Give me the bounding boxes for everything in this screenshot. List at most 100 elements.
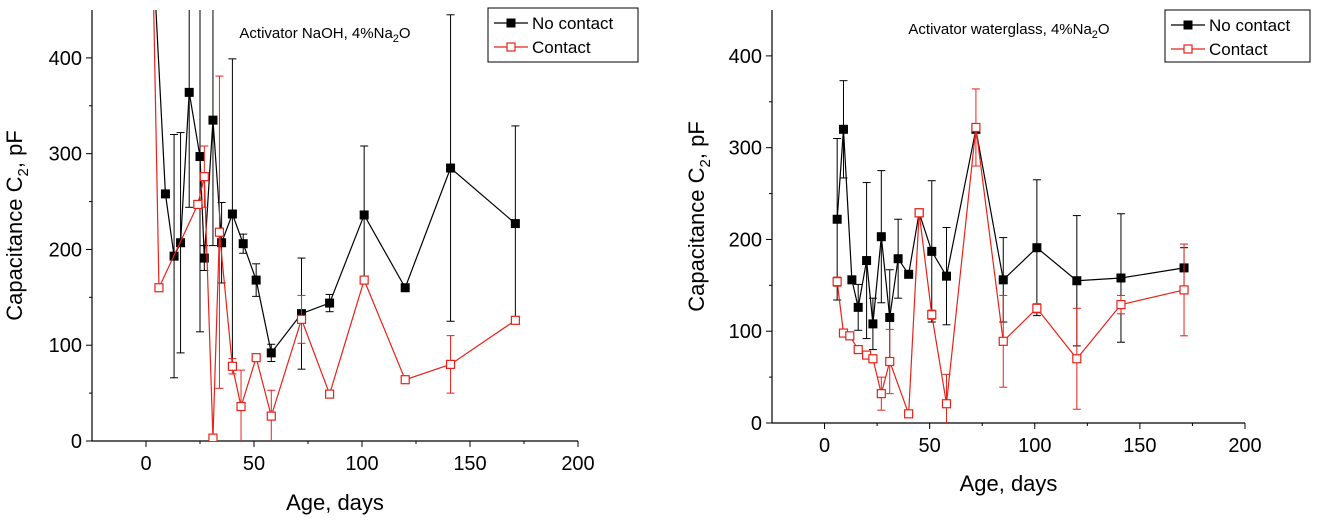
data-point [998, 275, 1008, 285]
data-point [876, 232, 886, 242]
chart-title-prefix: Activator waterglass, 4%Na [908, 21, 1092, 38]
y-tick-label: 400 [49, 48, 82, 70]
data-point [251, 275, 261, 285]
data-point [832, 277, 842, 287]
data-point [193, 199, 203, 210]
data-point [296, 314, 307, 324]
data-point [893, 254, 903, 264]
data-point [359, 210, 369, 220]
data-point [862, 256, 872, 266]
data-point [1032, 243, 1042, 253]
chart-title: Activator waterglass, 4%Na2O [908, 21, 1109, 41]
data-point [845, 331, 855, 341]
x-tick-label: 200 [1228, 435, 1261, 457]
data-point [868, 354, 878, 364]
data-point [927, 310, 937, 320]
plot-area [832, 80, 1189, 423]
data-point [885, 312, 895, 322]
series-contact [153, 10, 520, 441]
data-point [914, 208, 924, 218]
data-point [904, 269, 914, 279]
legend-marker [1183, 44, 1193, 54]
legend-marker [506, 18, 516, 28]
x-tick-label: 150 [1123, 435, 1156, 457]
x-tick-label: 50 [243, 453, 265, 475]
data-point [885, 356, 895, 367]
x-tick-label: 0 [819, 435, 830, 457]
data-point [154, 283, 164, 293]
data-point [927, 246, 937, 256]
legend-label: Contact [1209, 40, 1268, 59]
data-point [971, 122, 981, 133]
chart-title: Activator NaOH, 4%Na2O [239, 25, 410, 45]
legend-marker [1183, 20, 1193, 30]
data-point [199, 172, 209, 182]
data-point [251, 353, 261, 363]
data-point [195, 152, 205, 162]
chart-title-sub: 2 [393, 33, 399, 45]
data-point [998, 336, 1008, 346]
data-point [208, 433, 218, 441]
data-point [941, 399, 952, 409]
data-point [266, 411, 276, 421]
x-tick-label: 50 [919, 435, 941, 457]
legend: No contact Contact [1164, 9, 1311, 63]
data-point [208, 115, 218, 125]
series-no-contact [832, 80, 1189, 366]
plot-area [153, 10, 520, 441]
x-tick-label: 200 [561, 453, 594, 475]
y-tick-label: 400 [729, 46, 762, 68]
y-tick-label: 0 [751, 413, 762, 435]
x-tick-label: 100 [1018, 435, 1051, 457]
data-point [227, 361, 237, 371]
data-point [199, 253, 209, 263]
chart-title-suffix: O [1098, 21, 1110, 38]
data-point [1072, 276, 1082, 286]
legend-label: Contact [532, 38, 591, 57]
chart-title-prefix: Activator NaOH, 4%Na [239, 25, 393, 42]
x-tick-label: 0 [140, 453, 151, 475]
series-contact [832, 88, 1189, 423]
data-point [325, 298, 335, 308]
data-point [847, 275, 857, 285]
legend-label: No contact [1209, 16, 1291, 35]
data-point [853, 344, 863, 355]
data-point [214, 227, 225, 237]
data-point [876, 389, 886, 399]
series-line [153, 10, 516, 439]
chart-title-suffix: O [399, 25, 411, 42]
x-axis-label: Age, days [960, 471, 1058, 496]
y-axis-label-prefix: Capacitance C [684, 167, 709, 311]
data-point [266, 348, 276, 358]
data-point [853, 302, 863, 312]
chart-title-sub: 2 [1092, 29, 1098, 41]
legend: No contact Contact [487, 7, 639, 63]
series-no-contact [155, 10, 520, 379]
data-point [217, 238, 227, 248]
data-point [1179, 285, 1189, 295]
legend-marker [506, 42, 516, 52]
data-point [400, 375, 410, 385]
data-point [510, 219, 520, 229]
data-point [236, 401, 246, 412]
data-point [510, 315, 520, 325]
y-axis-label-suffix: , pF [684, 121, 709, 159]
y-axis-label-suffix: , pF [2, 130, 27, 168]
chart-panel-1: 0 50 100 150 200 0 100 200 300 400 Age, days Capaci… [2, 7, 639, 515]
y-tick-label: 300 [49, 144, 82, 166]
data-point [1072, 354, 1082, 364]
y-tick-label: 300 [729, 138, 762, 160]
data-point [359, 275, 369, 285]
data-point [832, 214, 842, 224]
x-axis-label: Age, days [286, 490, 384, 515]
data-point [1032, 303, 1042, 313]
series-line [836, 129, 1185, 324]
data-point [238, 239, 248, 249]
data-point [838, 124, 848, 134]
legend-box [487, 7, 639, 63]
y-tick-label: 100 [729, 321, 762, 343]
data-point [1116, 273, 1126, 283]
data-point [184, 87, 194, 97]
